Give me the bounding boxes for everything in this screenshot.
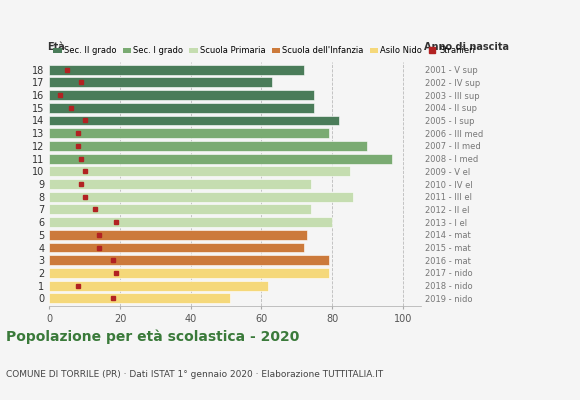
Bar xyxy=(49,268,329,278)
Bar xyxy=(49,217,332,227)
Bar xyxy=(49,90,314,100)
Bar xyxy=(49,103,314,113)
Bar xyxy=(49,77,272,87)
Bar xyxy=(49,128,329,138)
Bar xyxy=(49,141,368,151)
Bar xyxy=(49,166,350,176)
Bar xyxy=(49,204,311,214)
Bar xyxy=(49,255,329,265)
Bar xyxy=(49,154,392,164)
Bar xyxy=(49,116,339,126)
Bar xyxy=(49,65,304,74)
Text: Età: Età xyxy=(48,42,66,52)
Bar xyxy=(49,281,269,291)
Text: COMUNE DI TORRILE (PR) · Dati ISTAT 1° gennaio 2020 · Elaborazione TUTTITALIA.IT: COMUNE DI TORRILE (PR) · Dati ISTAT 1° g… xyxy=(6,370,383,379)
Bar xyxy=(49,294,230,303)
Bar xyxy=(49,179,311,189)
Text: Anno di nascita: Anno di nascita xyxy=(424,42,509,52)
Bar xyxy=(49,242,304,252)
Bar xyxy=(49,230,307,240)
Legend: Sec. II grado, Sec. I grado, Scuola Primaria, Scuola dell'Infanzia, Asilo Nido, : Sec. II grado, Sec. I grado, Scuola Prim… xyxy=(53,46,475,55)
Bar xyxy=(49,192,353,202)
Text: Popolazione per età scolastica - 2020: Popolazione per età scolastica - 2020 xyxy=(6,330,299,344)
